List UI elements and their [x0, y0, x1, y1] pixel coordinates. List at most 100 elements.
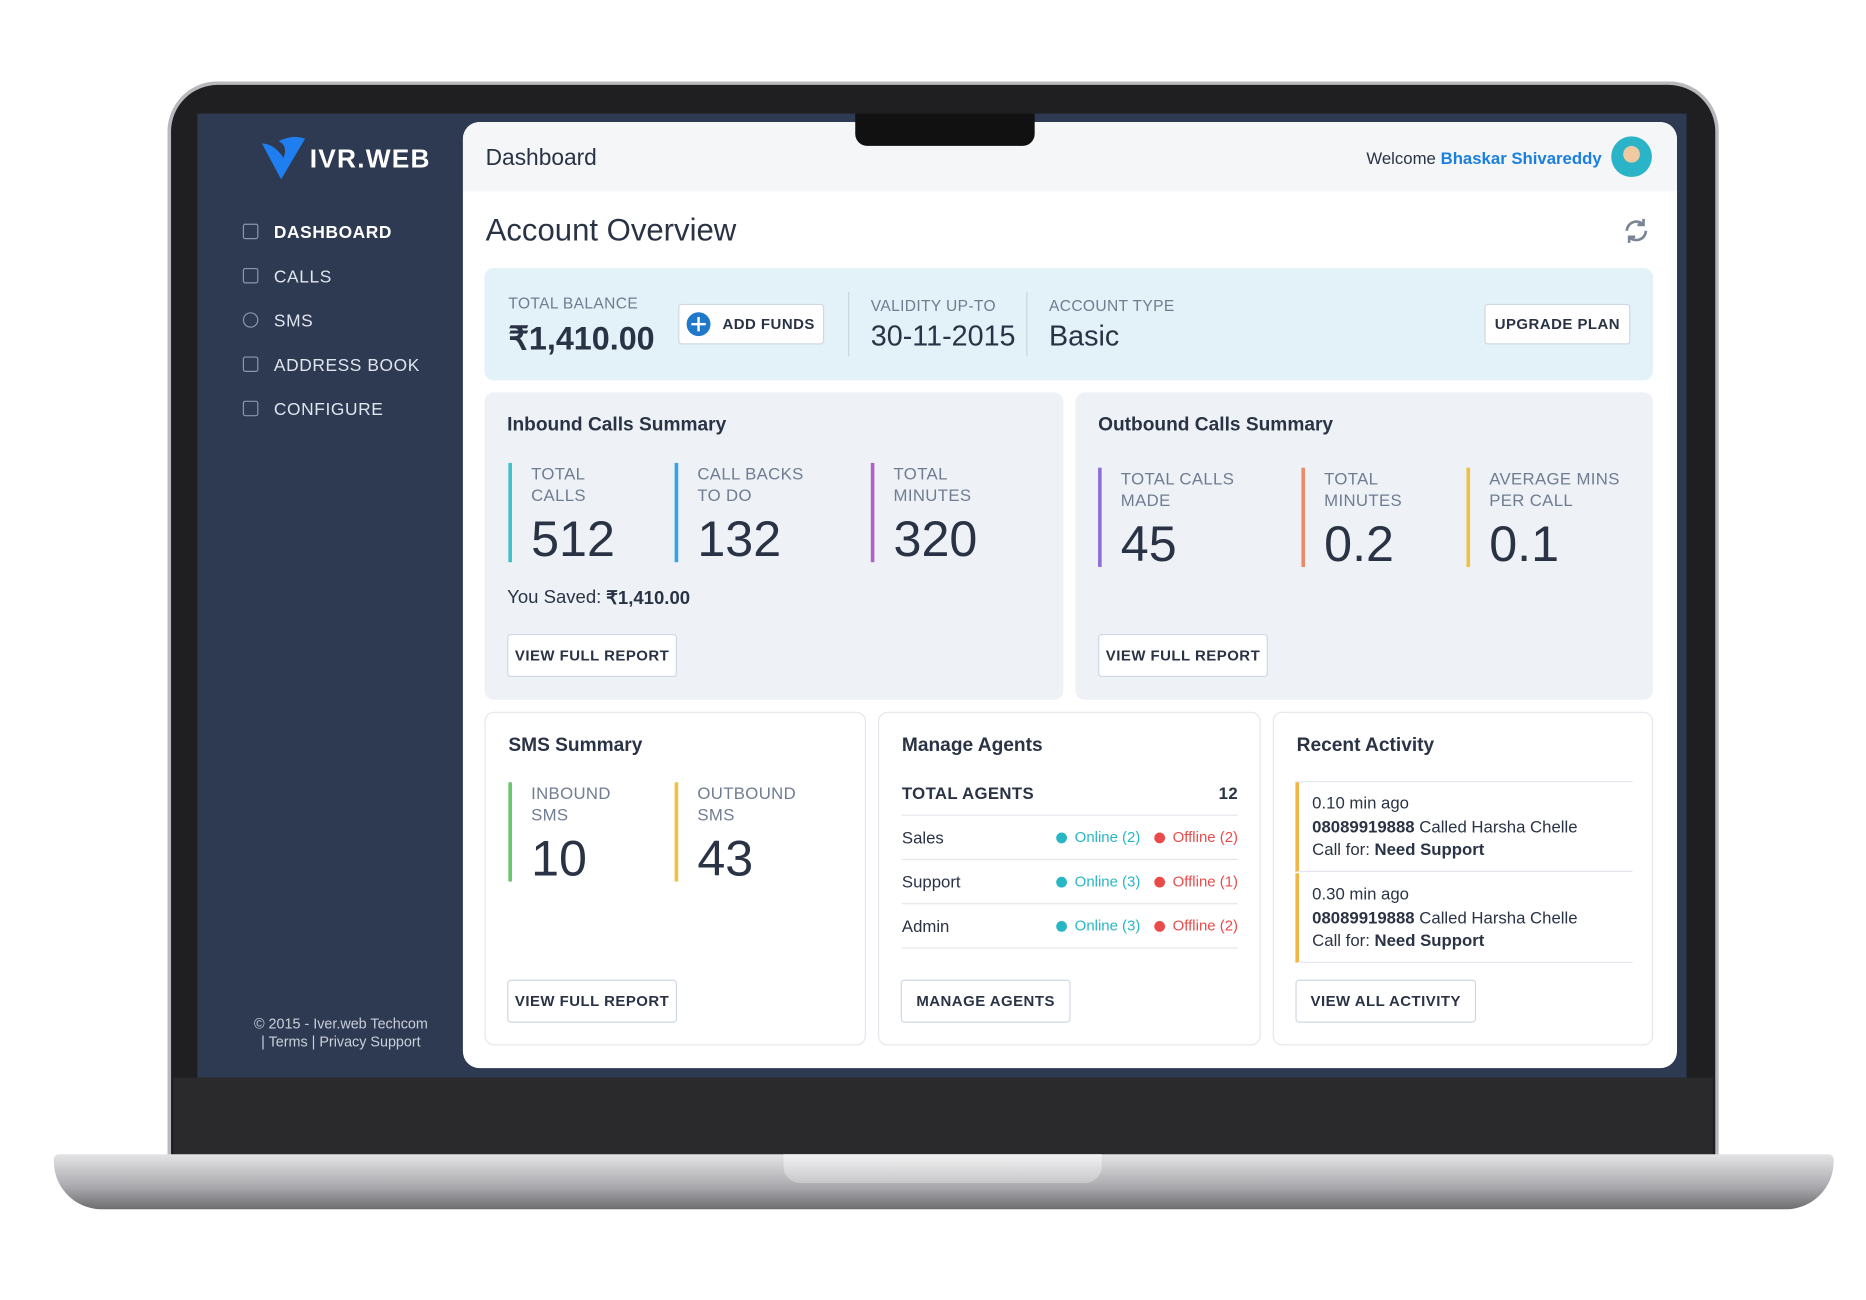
- nav-item[interactable]: ADDRESS BOOK: [242, 356, 420, 376]
- phone: 08089919888: [1312, 907, 1415, 927]
- divider: [848, 291, 850, 357]
- activity-text: Called Harsha Chelle: [1419, 907, 1578, 927]
- stat-value: 320: [893, 510, 978, 567]
- balance: ₹1,410.00: [508, 320, 655, 357]
- card-title: SMS Summary: [508, 735, 643, 756]
- stat-value: 10: [531, 830, 587, 887]
- stat: OUTBOUND SMS 43: [674, 782, 805, 885]
- nav-label: CONFIGURE: [273, 400, 384, 420]
- total-agents: 12: [1218, 782, 1239, 803]
- agents-card: Manage Agents TOTAL AGENTS 12 Sales Online…: [877, 711, 1261, 1046]
- avatar[interactable]: [1611, 136, 1652, 178]
- total-agents-row: TOTAL AGENTS 12: [901, 770, 1239, 816]
- agent-row: Sales Online (2) Offline (2): [901, 815, 1239, 861]
- page-title: Dashboard: [485, 145, 597, 172]
- agent-group: Support: [901, 871, 961, 891]
- top-bar: [462, 122, 1678, 192]
- online-count: Online (3): [1074, 916, 1141, 934]
- button-label: ADD FUNDS: [722, 315, 815, 333]
- upgrade-button[interactable]: UPGRADE PLAN: [1484, 303, 1631, 345]
- balance-band: TOTAL BALANCE ₹1,410.00 ADD FUNDS VALIDI…: [484, 267, 1654, 381]
- label: Call for:: [1312, 930, 1370, 950]
- stat-label: TOTAL CALLS MADE: [1120, 468, 1235, 510]
- validity: 30-11-2015: [870, 320, 1016, 353]
- stat-value: 0.1: [1489, 515, 1560, 572]
- stat-value: 43: [697, 830, 754, 887]
- report-button[interactable]: VIEW FULL REPORT: [507, 633, 678, 678]
- welcome: Welcome Bhaskar Shivareddy: [1366, 148, 1601, 167]
- card-title: Outbound Calls Summary: [1098, 415, 1334, 436]
- stat-label: TOTAL CALLS: [531, 464, 586, 505]
- online-count: Online (3): [1074, 872, 1141, 890]
- stat: CALL BACKS TO DO 132: [674, 462, 811, 565]
- card-title: Manage Agents: [901, 735, 1043, 756]
- label: TOTAL AGENTS: [901, 782, 1034, 803]
- user-name[interactable]: Bhaskar Shivareddy: [1440, 148, 1602, 168]
- agent-group: Admin: [901, 915, 950, 935]
- add-funds-button[interactable]: ADD FUNDS: [678, 303, 825, 345]
- stat: TOTAL CALLS MADE 45: [1098, 467, 1252, 570]
- reason: Need Support: [1374, 930, 1485, 950]
- report-button[interactable]: VIEW FULL REPORT: [507, 979, 678, 1023]
- stat-label: TOTAL MINUTES: [893, 464, 972, 505]
- main-panel: Dashboard Welcome Bhaskar Shivareddy Acc…: [462, 122, 1678, 1069]
- section-title: Account Overview: [485, 211, 737, 248]
- saved-label: You Saved:: [507, 587, 602, 608]
- activity-text: Called Harsha Chelle: [1419, 816, 1578, 836]
- divider: [1026, 291, 1028, 357]
- label: VALIDITY UP-TO: [870, 296, 996, 315]
- activity-item: 0.30 min ago 08089919888 Called Harsha Ch…: [1295, 873, 1633, 963]
- report-button[interactable]: VIEW FULL REPORT: [1098, 633, 1268, 678]
- camera-notch: [855, 113, 1035, 146]
- agent-row: Admin Online (3) Offline (2): [901, 903, 1239, 949]
- stat: TOTAL CALLS 512: [508, 462, 615, 565]
- logo[interactable]: IVR.WEB: [257, 132, 436, 185]
- logo-icon: [261, 136, 306, 180]
- stat-value: 512: [531, 510, 615, 567]
- stat-value: 0.2: [1324, 515, 1394, 572]
- manage-agents-button[interactable]: MANAGE AGENTS: [900, 979, 1071, 1023]
- stat-label: AVERAGE MINS PER CALL: [1489, 468, 1620, 510]
- stat: TOTAL MINUTES 320: [870, 462, 989, 565]
- offline-count: Offline (1): [1172, 872, 1239, 890]
- stat: TOTAL MINUTES 0.2: [1301, 467, 1419, 570]
- nav-label: SMS: [273, 312, 314, 332]
- laptop-notch: [783, 1154, 1102, 1183]
- saved: You Saved: ₹1,410.00: [507, 587, 690, 610]
- sms-card: SMS Summary INBOUND SMS 10 OUTBOUND SMS 43…: [484, 711, 867, 1046]
- nav-item[interactable]: SMS: [242, 312, 314, 332]
- nav-item[interactable]: DASHBOARD: [242, 223, 392, 243]
- refresh-icon[interactable]: [1622, 217, 1651, 246]
- footer-text: © 2015 - Iver.web Techcom: [253, 1015, 428, 1033]
- laptop-bezel: [173, 1077, 1713, 1155]
- card-title: Recent Activity: [1296, 735, 1435, 756]
- agent-group: Sales: [901, 827, 944, 847]
- nav-item[interactable]: CONFIGURE: [242, 400, 384, 420]
- label: Call for:: [1312, 839, 1370, 859]
- activity-time: 0.30 min ago: [1312, 883, 1410, 904]
- view-activity-button[interactable]: VIEW ALL ACTIVITY: [1295, 979, 1477, 1023]
- activity-item: 0.10 min ago 08089919888 Called Harsha Ch…: [1295, 782, 1633, 872]
- saved-amount: ₹1,410.00: [606, 588, 691, 609]
- stat-value: 45: [1120, 515, 1177, 572]
- card-title: Inbound Calls Summary: [507, 415, 727, 436]
- footer-links[interactable]: | Terms | Privacy Support: [261, 1033, 421, 1051]
- stat-label: INBOUND SMS: [531, 783, 611, 825]
- stat: INBOUND SMS 10: [508, 782, 620, 885]
- stat: AVERAGE MINS PER CALL 0.1: [1466, 467, 1638, 570]
- nav-label: ADDRESS BOOK: [273, 356, 420, 376]
- label: TOTAL BALANCE: [508, 294, 639, 313]
- online-count: Online (2): [1074, 828, 1141, 846]
- inbound-card: Inbound Calls Summary TOTAL CALLS 512 CAL…: [484, 392, 1064, 700]
- activity-card: Recent Activity 0.10 min ago 08089919888 …: [1272, 711, 1654, 1046]
- stat-label: TOTAL MINUTES: [1324, 468, 1403, 510]
- activity-time: 0.10 min ago: [1312, 793, 1410, 813]
- nav-item[interactable]: CALLS: [242, 267, 332, 287]
- account-type: Basic: [1049, 320, 1120, 353]
- offline-count: Offline (2): [1172, 916, 1239, 934]
- label: ACCOUNT TYPE: [1049, 296, 1175, 315]
- offline-count: Offline (2): [1172, 828, 1239, 846]
- logo-text: IVR.WEB: [309, 143, 431, 174]
